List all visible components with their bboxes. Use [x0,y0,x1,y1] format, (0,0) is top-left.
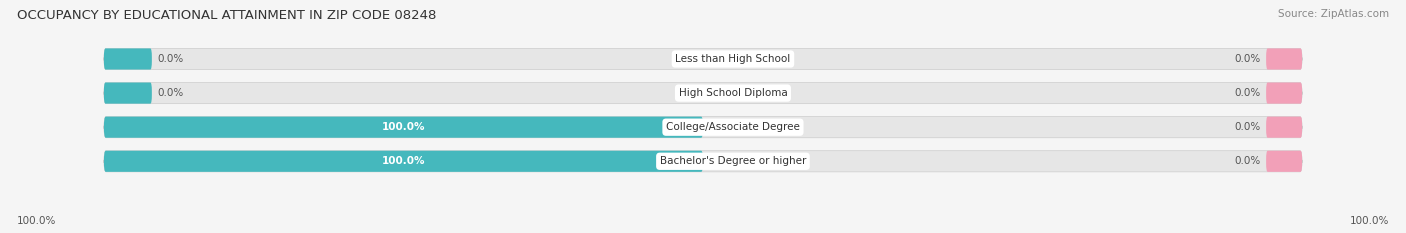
Text: 0.0%: 0.0% [157,88,184,98]
Text: 0.0%: 0.0% [1234,156,1260,166]
Text: 100.0%: 100.0% [381,122,425,132]
Text: 0.0%: 0.0% [1234,88,1260,98]
Text: 100.0%: 100.0% [1350,216,1389,226]
Text: 0.0%: 0.0% [157,54,184,64]
Text: 100.0%: 100.0% [381,156,425,166]
FancyBboxPatch shape [1267,48,1302,70]
FancyBboxPatch shape [104,151,1302,172]
FancyBboxPatch shape [104,151,703,172]
Text: Source: ZipAtlas.com: Source: ZipAtlas.com [1278,9,1389,19]
FancyBboxPatch shape [104,48,1302,70]
FancyBboxPatch shape [104,48,152,70]
FancyBboxPatch shape [104,82,152,104]
FancyBboxPatch shape [1267,151,1302,172]
FancyBboxPatch shape [104,116,703,138]
FancyBboxPatch shape [104,116,1302,138]
Text: 0.0%: 0.0% [1234,54,1260,64]
Text: 0.0%: 0.0% [1234,122,1260,132]
Text: Less than High School: Less than High School [675,54,790,64]
Text: OCCUPANCY BY EDUCATIONAL ATTAINMENT IN ZIP CODE 08248: OCCUPANCY BY EDUCATIONAL ATTAINMENT IN Z… [17,9,436,22]
Text: High School Diploma: High School Diploma [679,88,787,98]
Text: Bachelor's Degree or higher: Bachelor's Degree or higher [659,156,806,166]
Text: College/Associate Degree: College/Associate Degree [666,122,800,132]
FancyBboxPatch shape [1267,116,1302,138]
Text: 100.0%: 100.0% [17,216,56,226]
FancyBboxPatch shape [104,82,1302,104]
FancyBboxPatch shape [1267,82,1302,104]
